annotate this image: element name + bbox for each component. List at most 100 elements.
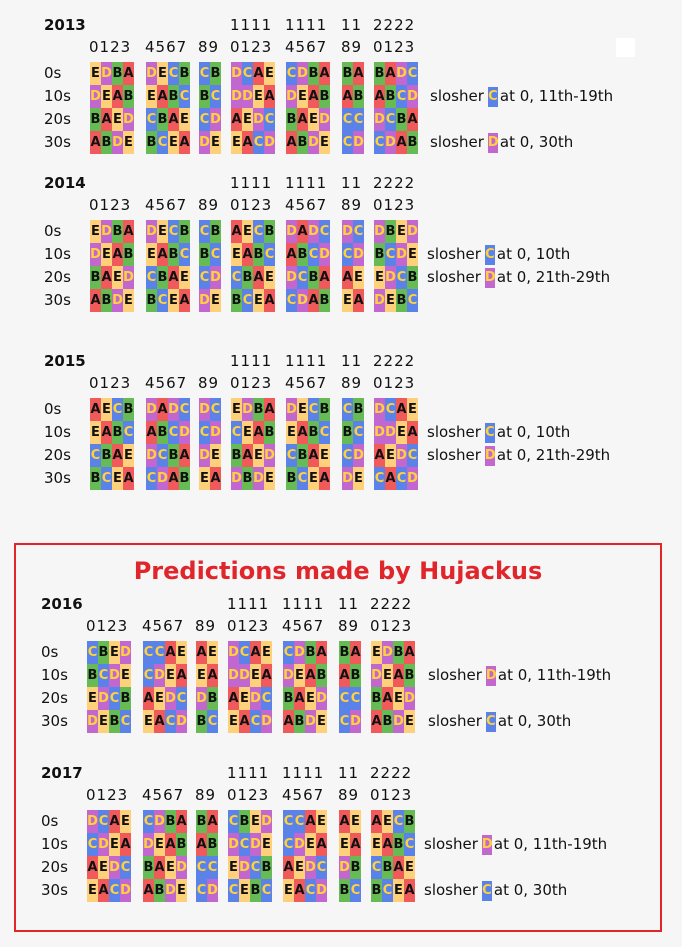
note-label: slosher	[427, 245, 481, 263]
letter-cell: D	[120, 879, 131, 902]
letter-cell: D	[396, 62, 407, 85]
letter-cell: A	[382, 833, 393, 856]
letter-cell: B	[350, 856, 361, 879]
letter-cell: C	[210, 243, 221, 266]
year-title: 2015	[44, 352, 86, 370]
letter-cell: B	[342, 62, 353, 85]
column-header: 0123	[230, 374, 273, 392]
letter-cell: C	[98, 664, 109, 687]
letter-cell: C	[308, 398, 319, 421]
column-header: 0123	[370, 786, 413, 804]
column-header-top: 11	[341, 352, 363, 370]
letter-cell: C	[261, 879, 272, 902]
letter-cell: A	[374, 444, 385, 467]
letter-cell: C	[407, 444, 418, 467]
row-label: 0s	[44, 400, 62, 418]
letter-cell: B	[374, 62, 385, 85]
letter-cell: E	[393, 687, 404, 710]
letter-cell: D	[297, 62, 308, 85]
letter-cell: A	[101, 108, 112, 131]
letter-cell: C	[250, 710, 261, 733]
note-detail: at 0, 30th	[499, 133, 574, 151]
letter-cell: A	[339, 810, 350, 833]
letter-cell: E	[297, 85, 308, 108]
letter-cell: A	[101, 266, 112, 289]
letter-cell: D	[98, 687, 109, 710]
letter-cell: E	[123, 444, 134, 467]
letter-cell: E	[253, 444, 264, 467]
column-header: 89	[338, 786, 360, 804]
letter-cell: C	[98, 810, 109, 833]
letter-cell: E	[146, 85, 157, 108]
note-detail: at 0, 30th	[493, 881, 568, 899]
letter-cell: C	[157, 289, 168, 312]
letter-cell: D	[371, 664, 382, 687]
letter-cell: B	[396, 108, 407, 131]
letter-cell: A	[112, 243, 123, 266]
letter-cell: C	[179, 243, 190, 266]
slosher-letter-swatch: D	[484, 267, 496, 288]
letter-cell: E	[385, 289, 396, 312]
letter-cell: D	[250, 833, 261, 856]
letter-cell: D	[342, 467, 353, 490]
letter-cell: A	[157, 243, 168, 266]
letter-cell: D	[374, 108, 385, 131]
letter-cell: E	[90, 62, 101, 85]
letter-cell: B	[316, 664, 327, 687]
letter-cell: A	[283, 856, 294, 879]
letter-cell: D	[228, 664, 239, 687]
letter-cell: E	[87, 879, 98, 902]
letter-cell: A	[396, 131, 407, 154]
letter-cell: A	[196, 833, 207, 856]
column-header: 89	[198, 38, 220, 56]
letter-cell: E	[112, 108, 123, 131]
letter-cell: E	[239, 687, 250, 710]
letter-cell: D	[168, 398, 179, 421]
letter-cell: B	[168, 444, 179, 467]
letter-cell: E	[168, 131, 179, 154]
letter-cell: C	[120, 710, 131, 733]
letter-cell: E	[199, 467, 210, 490]
letter-cell: E	[396, 421, 407, 444]
letter-cell: A	[112, 85, 123, 108]
letter-cell: E	[90, 220, 101, 243]
letter-cell: C	[87, 833, 98, 856]
letter-cell: E	[308, 467, 319, 490]
letter-cell: B	[382, 856, 393, 879]
letter-cell: B	[393, 833, 404, 856]
letter-cell: E	[120, 810, 131, 833]
letter-cell: D	[404, 687, 415, 710]
letter-cell: A	[305, 664, 316, 687]
slosher-letter-swatch: C	[484, 422, 495, 443]
letter-cell: A	[308, 85, 319, 108]
letter-cell: E	[382, 664, 393, 687]
letter-cell: C	[199, 266, 210, 289]
letter-cell: A	[90, 131, 101, 154]
letter-cell: B	[297, 444, 308, 467]
letter-cell: E	[261, 641, 272, 664]
letter-cell: B	[339, 641, 350, 664]
slosher-letter-swatch: C	[487, 86, 498, 107]
letter-cell: B	[101, 131, 112, 154]
letter-cell: A	[283, 710, 294, 733]
letter-cell: B	[286, 467, 297, 490]
letter-cell: A	[393, 856, 404, 879]
letter-cell: A	[350, 833, 361, 856]
letter-cell: D	[231, 467, 242, 490]
letter-cell: C	[305, 879, 316, 902]
letter-cell: B	[374, 243, 385, 266]
letter-cell: B	[154, 879, 165, 902]
letter-cell: E	[253, 289, 264, 312]
letter-cell: C	[199, 220, 210, 243]
letter-cell: E	[404, 710, 415, 733]
letter-cell: C	[207, 710, 218, 733]
year-title: 2016	[41, 595, 83, 613]
letter-cell: A	[371, 710, 382, 733]
column-header: 0123	[227, 617, 270, 635]
row-label: 30s	[44, 291, 71, 309]
letter-cell: C	[228, 810, 239, 833]
letter-cell: B	[210, 220, 221, 243]
letter-cell: B	[393, 641, 404, 664]
letter-cell: C	[101, 467, 112, 490]
year-title: 2013	[44, 16, 86, 34]
